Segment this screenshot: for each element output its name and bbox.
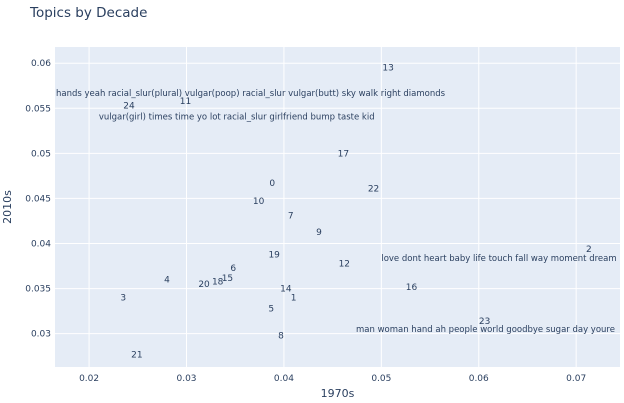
topic-point-10: 10	[253, 197, 265, 207]
y-tick-label: 0.03	[31, 330, 51, 340]
topic-point-1: 1	[291, 294, 297, 304]
x-tick-label: 0.04	[274, 374, 294, 384]
topic-point-7: 7	[288, 212, 294, 222]
topic-point-17: 17	[338, 149, 349, 159]
y-axis-ticks: 0.03 0.035 0.04 0.045 0.05 0.055 0.06	[25, 59, 51, 339]
topic-point-11: 11	[180, 97, 191, 107]
topic-point-6: 6	[230, 264, 236, 274]
topic-point-20: 20	[198, 280, 210, 290]
x-tick-label: 0.03	[176, 374, 196, 384]
topic-point-5: 5	[268, 304, 274, 314]
y-tick-label: 0.06	[31, 59, 51, 69]
topic-point-24: 24	[123, 102, 135, 112]
topic-annotations: hands yeah racial_slur(plural) vulgar(po…	[56, 89, 617, 335]
topic-point-2: 2	[586, 245, 592, 255]
y-tick-label: 0.055	[25, 104, 51, 114]
topic-point-12: 12	[339, 259, 350, 269]
topic-point-23: 23	[479, 317, 490, 327]
topic-point-22: 22	[368, 185, 379, 195]
y-tick-label: 0.04	[31, 240, 51, 250]
topic-point-16: 16	[406, 283, 418, 293]
x-axis-title: 1970s	[321, 387, 355, 400]
topic-point-19: 19	[268, 250, 280, 260]
topic-point-15: 15	[222, 274, 233, 284]
topic-point-4: 4	[164, 276, 170, 286]
topic-point-9: 9	[316, 228, 322, 238]
topic-point-3: 3	[120, 294, 126, 304]
y-tick-label: 0.035	[25, 285, 51, 295]
x-tick-label: 0.07	[566, 374, 586, 384]
topic-point-14: 14	[280, 285, 292, 295]
topic-point-0: 0	[269, 179, 275, 189]
x-tick-label: 0.02	[79, 374, 99, 384]
y-axis-title: 2010s	[1, 190, 14, 224]
topic-annotation-3: man woman hand ah people world goodbye s…	[356, 325, 615, 335]
grid-lines	[55, 47, 620, 367]
chart-title: Topics by Decade	[30, 5, 148, 21]
topic-annotation-1: vulgar(girl) times time yo lot racial_sl…	[99, 112, 375, 122]
x-axis-ticks: 0.02 0.03 0.04 0.05 0.06 0.07	[79, 374, 586, 384]
topic-annotation-0: hands yeah racial_slur(plural) vulgar(po…	[56, 89, 446, 99]
y-tick-label: 0.05	[31, 149, 51, 159]
topic-point-21: 21	[131, 350, 142, 360]
x-tick-label: 0.06	[469, 374, 489, 384]
topic-point-8: 8	[278, 331, 284, 341]
plot-area	[55, 47, 620, 367]
topic-annotation-2: love dont heart baby life touch fall way…	[381, 254, 616, 264]
topic-point-13: 13	[382, 64, 393, 74]
y-tick-label: 0.045	[25, 194, 51, 204]
topic-point-18: 18	[212, 277, 224, 287]
x-tick-label: 0.05	[371, 374, 391, 384]
